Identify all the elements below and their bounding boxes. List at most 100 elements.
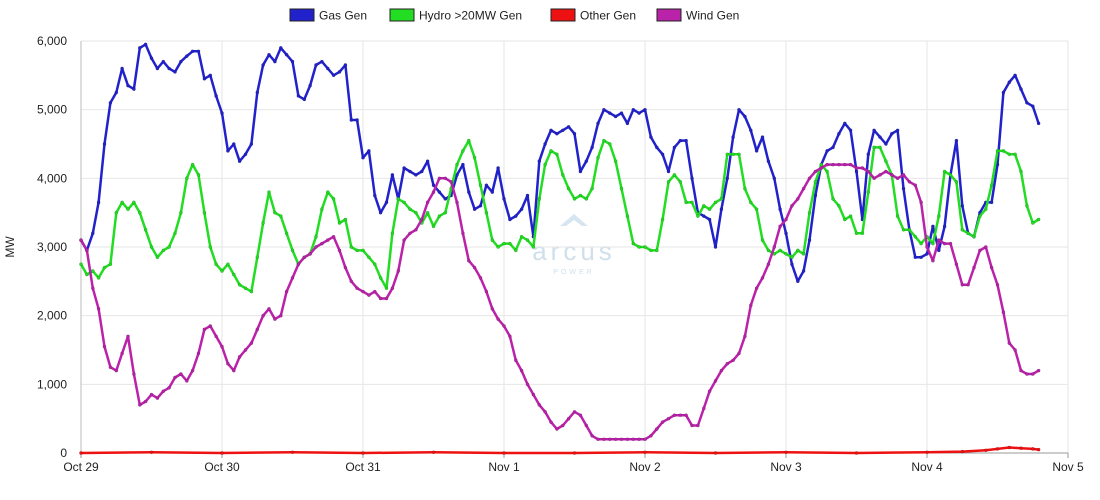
data-point	[179, 210, 183, 215]
data-point	[531, 245, 536, 249]
data-point	[936, 238, 941, 242]
x-tick-label: Oct 29	[63, 460, 99, 474]
data-point	[519, 207, 524, 212]
data-point	[731, 358, 735, 363]
data-point	[372, 289, 377, 294]
data-point	[508, 217, 512, 222]
data-point	[572, 197, 577, 201]
data-point	[919, 200, 923, 205]
data-point	[132, 87, 136, 91]
series-group	[79, 42, 1041, 455]
data-point	[701, 214, 706, 218]
data-point	[678, 138, 683, 143]
data-point	[343, 217, 348, 222]
data-point	[813, 193, 818, 198]
data-point	[966, 231, 970, 236]
data-point	[243, 286, 248, 291]
data-point	[120, 200, 124, 205]
series-line	[79, 446, 1040, 455]
data-point	[302, 97, 307, 102]
data-point	[607, 437, 612, 442]
data-point	[884, 159, 888, 164]
data-point	[654, 427, 659, 431]
legend-item[interactable]: Hydro >20MW Gen	[389, 8, 522, 23]
data-point	[414, 173, 418, 177]
data-point	[196, 49, 201, 54]
data-point	[942, 241, 947, 246]
data-point	[355, 118, 359, 122]
x-tick-label: Oct 31	[345, 460, 381, 474]
data-point	[267, 306, 271, 311]
data-point	[578, 413, 583, 418]
data-point	[337, 248, 342, 253]
data-point	[1013, 152, 1017, 157]
data-point	[813, 179, 818, 184]
data-point	[831, 162, 835, 167]
data-point	[502, 324, 506, 328]
data-point	[525, 193, 530, 198]
y-axis-label: MW	[3, 236, 17, 258]
data-point	[790, 262, 794, 267]
data-point	[613, 114, 618, 119]
data-point	[895, 128, 900, 133]
data-point	[378, 210, 383, 215]
data-point	[619, 186, 624, 191]
data-point	[325, 238, 330, 242]
data-point	[425, 159, 430, 164]
data-point	[613, 437, 618, 442]
data-point	[202, 327, 207, 332]
data-point	[572, 131, 577, 136]
data-point	[825, 149, 829, 153]
data-point	[273, 210, 277, 215]
data-point	[1030, 447, 1035, 451]
data-point	[643, 245, 647, 249]
data-point	[290, 450, 295, 455]
data-point	[837, 131, 841, 136]
legend-item[interactable]: Other Gen	[550, 8, 636, 23]
data-point	[848, 128, 853, 133]
data-point	[819, 166, 824, 170]
legend-item[interactable]: Wind Gen	[656, 8, 739, 23]
data-point	[343, 63, 348, 67]
data-point	[226, 262, 230, 267]
data-point	[672, 413, 677, 418]
data-point	[1007, 341, 1012, 345]
data-point	[654, 248, 659, 253]
data-point	[760, 276, 765, 280]
data-point	[1025, 203, 1029, 208]
data-point	[1013, 348, 1017, 352]
data-point	[419, 169, 424, 174]
legend-label: Other Gen	[580, 9, 636, 23]
data-point	[102, 344, 107, 349]
data-point	[795, 197, 800, 201]
data-point	[842, 121, 847, 126]
data-point	[707, 207, 712, 212]
legend-item[interactable]: Gas Gen	[289, 8, 367, 23]
data-point	[743, 334, 747, 339]
data-point	[355, 286, 359, 291]
data-point	[273, 59, 277, 64]
data-point	[925, 252, 929, 256]
data-point	[126, 83, 130, 88]
data-point	[149, 56, 154, 61]
data-point	[748, 303, 753, 308]
data-point	[972, 265, 976, 270]
data-point	[137, 46, 142, 50]
data-point	[308, 252, 312, 256]
data-point	[478, 203, 483, 208]
axes: 0 1,000 2,000 3,000 4,000 5,000 6,000 Oct 29 Oct…	[37, 34, 1084, 474]
data-point	[572, 451, 577, 455]
data-point	[349, 279, 354, 284]
data-point	[989, 265, 994, 270]
data-point	[778, 224, 782, 229]
series-other-gen	[79, 445, 1041, 455]
data-point	[631, 107, 636, 112]
data-point	[913, 234, 918, 239]
watermark: arcus POWER	[532, 214, 612, 276]
data-point	[525, 238, 530, 242]
data-point	[431, 224, 436, 229]
data-point	[331, 73, 336, 78]
data-point	[901, 173, 906, 177]
data-point	[1007, 80, 1012, 85]
data-point	[267, 52, 271, 57]
